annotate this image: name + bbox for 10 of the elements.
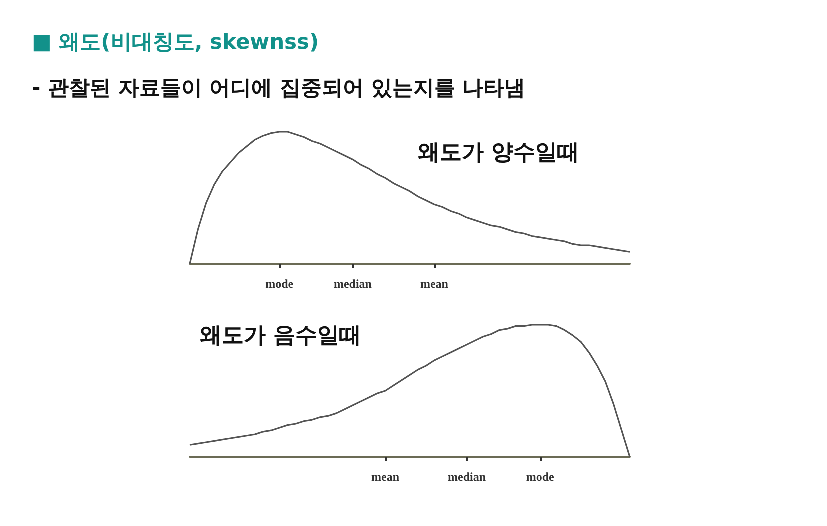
x-tick-label: mean [420,277,449,291]
chart-subtitle: - 관찰된 자료들이 어디에 집중되어 있는지를 나타냄 [32,75,526,102]
annotation: 왜도가 음수일때 [200,324,362,348]
x-tick-label: median [334,277,372,291]
chart-title: ■ 왜도(비대칭도, skewnss) [32,29,320,56]
x-tick-label: mode [526,470,556,484]
x-tick-label: mean [372,470,400,484]
annotation: 왜도가 양수일때 [418,140,580,166]
x-tick-label: mode [266,277,294,291]
x-tick-label: median [448,470,486,484]
